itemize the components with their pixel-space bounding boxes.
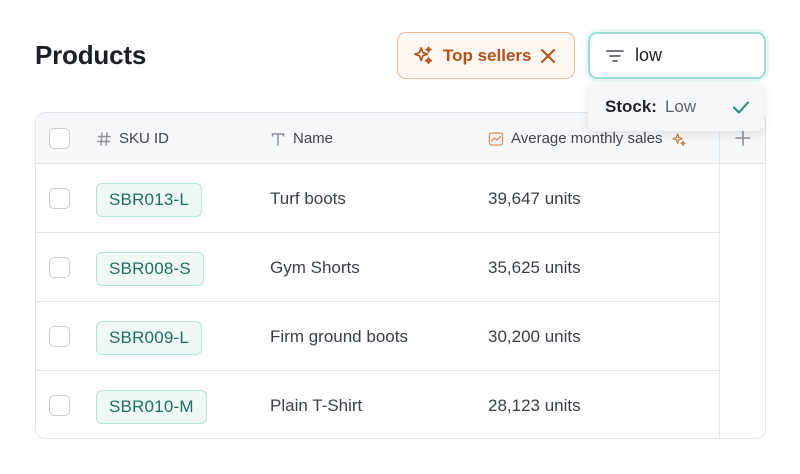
- column-divider: [719, 113, 720, 438]
- sparkle-icon: [671, 131, 687, 147]
- close-icon[interactable]: [538, 46, 558, 66]
- row-checkbox[interactable]: [49, 326, 70, 347]
- column-average-monthly-sales[interactable]: Average monthly sales: [488, 113, 687, 164]
- sparkle-icon: [412, 45, 434, 67]
- products-table: SKU ID Name Average monthly sales: [35, 112, 766, 439]
- product-name: Turf boots: [270, 189, 346, 208]
- suggestion-value: Low: [664, 97, 697, 116]
- sku-badge[interactable]: SBR008-S: [96, 252, 204, 286]
- sales-value: 35,625 units: [488, 258, 581, 277]
- text-icon: [270, 131, 286, 147]
- row-checkbox[interactable]: [49, 188, 70, 209]
- select-all-cell: [49, 113, 70, 164]
- table-row[interactable]: SBR010-M Plain T-Shirt 28,123 units: [36, 371, 719, 438]
- select-all-checkbox[interactable]: [49, 128, 70, 149]
- row-checkbox[interactable]: [49, 257, 70, 278]
- column-label: Average monthly sales: [511, 130, 663, 147]
- check-icon: [731, 97, 751, 117]
- product-name: Plain T-Shirt: [270, 396, 363, 415]
- top-sellers-chip[interactable]: Top sellers: [397, 32, 575, 79]
- table-row[interactable]: SBR009-L Firm ground boots 30,200 units: [36, 302, 719, 371]
- row-checkbox[interactable]: [49, 395, 70, 416]
- filter-input[interactable]: [635, 45, 745, 66]
- product-name: Firm ground boots: [270, 327, 408, 346]
- table-row[interactable]: SBR008-S Gym Shorts 35,625 units: [36, 233, 719, 302]
- table-header: SKU ID Name Average monthly sales: [36, 113, 765, 164]
- table-row[interactable]: SBR013-L Turf boots 39,647 units: [36, 164, 719, 233]
- page-title: Products: [35, 40, 147, 70]
- column-sku-id[interactable]: SKU ID: [96, 113, 169, 164]
- add-column-icon[interactable]: [734, 129, 752, 147]
- hash-icon: [96, 131, 112, 147]
- sales-value: 39,647 units: [488, 189, 581, 208]
- chart-icon: [488, 131, 504, 147]
- product-name: Gym Shorts: [270, 258, 360, 277]
- row-checkbox-cell: [49, 326, 70, 347]
- column-label: SKU ID: [119, 130, 170, 147]
- sku-badge[interactable]: SBR010-M: [96, 390, 207, 424]
- filter-search-field[interactable]: [588, 32, 766, 79]
- filter-icon: [604, 45, 626, 67]
- top-sellers-label: Top sellers: [443, 45, 532, 65]
- filter-suggestion-item[interactable]: Stock: Low: [588, 83, 764, 131]
- row-checkbox-cell: [49, 257, 70, 278]
- sku-badge[interactable]: SBR013-L: [96, 183, 203, 217]
- suggestion-key: Stock:: [605, 97, 657, 116]
- row-checkbox-cell: [49, 188, 70, 209]
- column-name[interactable]: Name: [270, 113, 333, 164]
- sku-badge[interactable]: SBR009-L: [96, 321, 203, 355]
- sales-value: 30,200 units: [488, 327, 581, 346]
- column-label: Name: [293, 130, 334, 147]
- row-checkbox-cell: [49, 395, 70, 416]
- sales-value: 28,123 units: [488, 396, 581, 415]
